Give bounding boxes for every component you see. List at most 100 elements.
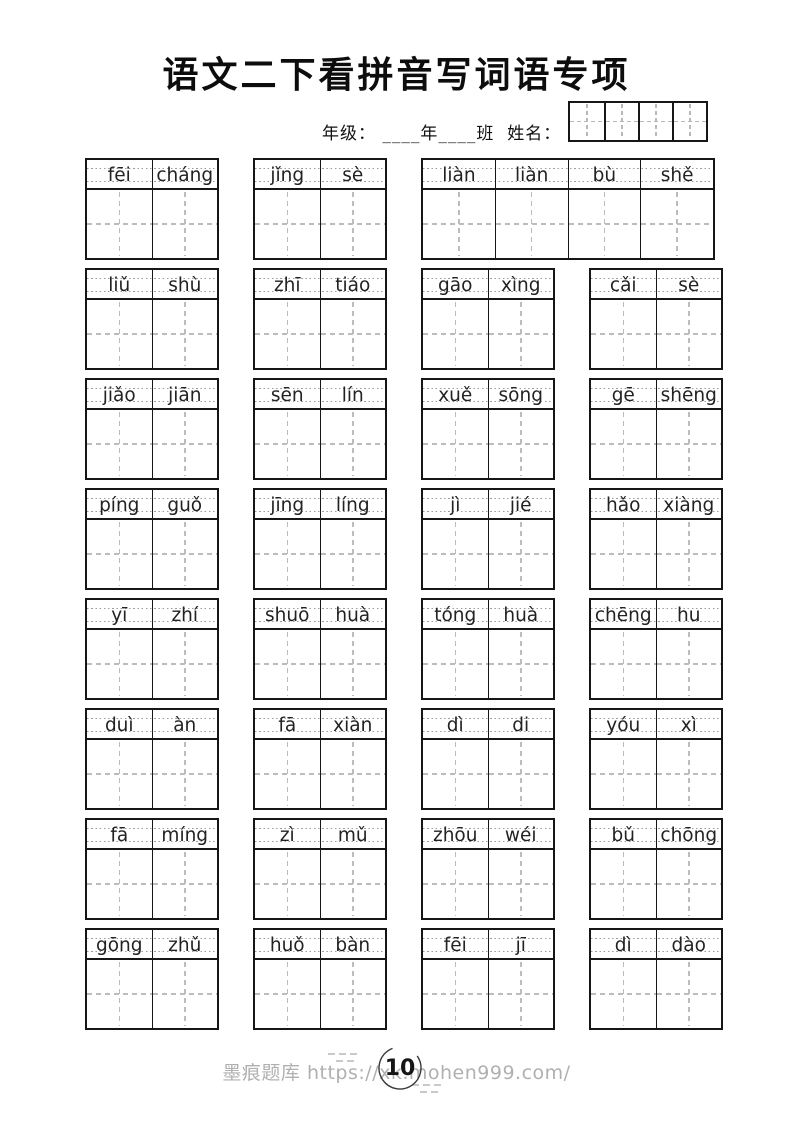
- character-grid-row: [423, 740, 553, 808]
- pinyin-syllable: sēn: [270, 384, 304, 406]
- pinyin-syllable: sè: [655, 270, 722, 298]
- pinyin-syllable: dì: [614, 934, 632, 956]
- pinyin-row: xuě sōng: [423, 380, 553, 410]
- pinyin-row: dì dào: [591, 930, 721, 960]
- word-block: hǎo xiàng: [589, 488, 723, 590]
- character-cell: [151, 300, 218, 368]
- pinyin-row: liàn liàn bù shě: [423, 160, 713, 190]
- character-cell: [591, 630, 656, 698]
- pinyin-syllable: lín: [319, 380, 386, 408]
- speed-lines-icon: [420, 1091, 442, 1093]
- character-grid-row: [423, 410, 553, 478]
- pinyin-syllable: jì: [450, 494, 461, 516]
- name-grid-cell: [672, 103, 706, 140]
- word-block: liǔ shù: [85, 268, 219, 370]
- name-grid-cell: [570, 103, 604, 140]
- character-grid-row: [87, 410, 217, 478]
- character-cell: [591, 960, 656, 1028]
- pinyin-syllable: chōng: [655, 820, 722, 848]
- page-number-badge: 10: [376, 1044, 424, 1092]
- character-cell: [255, 850, 320, 918]
- pinyin-syllable: míng: [151, 820, 218, 848]
- word-block: píng guǒ: [85, 488, 219, 590]
- word-row: fā míng zì mǔ zhōu wéi bǔ chōng: [85, 818, 725, 920]
- circle-icon: [378, 1046, 422, 1090]
- word-block: zhōu wéi: [421, 818, 555, 920]
- speed-lines-icon: [412, 1084, 442, 1086]
- pinyin-syllable: zhí: [151, 600, 218, 628]
- pinyin-syllable: dào: [655, 930, 722, 958]
- pinyin-syllable: àn: [151, 710, 218, 738]
- word-row: jiǎo jiān sēn lín xuě sōng gē shēng: [85, 378, 725, 480]
- pinyin-row: duì àn: [87, 710, 217, 740]
- character-grid-row: [255, 190, 385, 258]
- character-cell: [255, 190, 320, 258]
- page-number: 10: [384, 1055, 416, 1081]
- pinyin-syllable: bàn: [319, 930, 386, 958]
- pinyin-syllable: xuě: [438, 384, 473, 406]
- character-cell: [591, 410, 656, 478]
- word-block: gē shēng: [589, 378, 723, 480]
- character-grid-row: [255, 960, 385, 1028]
- character-cell: [151, 740, 218, 808]
- pinyin-syllable: fā: [278, 714, 297, 736]
- character-cell: [151, 410, 218, 478]
- pinyin-row: gōng zhǔ: [87, 930, 217, 960]
- pinyin-syllable: huà: [487, 600, 554, 628]
- pinyin-syllable: zì: [279, 824, 295, 846]
- character-cell: [319, 960, 386, 1028]
- character-cell: [255, 960, 320, 1028]
- character-cell: [87, 520, 152, 588]
- character-cell: [487, 410, 554, 478]
- word-block: jǐng sè: [253, 158, 387, 260]
- pinyin-syllable: gōng: [95, 934, 143, 956]
- character-cell: [655, 960, 722, 1028]
- character-cell: [487, 740, 554, 808]
- pinyin-syllable: liàn: [494, 160, 568, 188]
- character-cell: [87, 190, 152, 258]
- pinyin-syllable: hu: [655, 600, 722, 628]
- pinyin-syllable: xiàn: [319, 710, 386, 738]
- name-grid-cell: [638, 103, 672, 140]
- character-cell: [423, 410, 488, 478]
- pinyin-syllable: shēng: [655, 380, 722, 408]
- character-cell: [319, 520, 386, 588]
- pinyin-row: yóu xì: [591, 710, 721, 740]
- pinyin-syllable: jī: [487, 930, 554, 958]
- character-grid-row: [87, 630, 217, 698]
- pinyin-syllable: xìng: [487, 270, 554, 298]
- character-cell: [87, 960, 152, 1028]
- character-cell: [255, 630, 320, 698]
- pinyin-syllable: jiǎo: [102, 384, 136, 406]
- character-cell: [591, 740, 656, 808]
- word-block: duì àn: [85, 708, 219, 810]
- pinyin-syllable: tiáo: [319, 270, 386, 298]
- character-cell: [640, 190, 713, 258]
- pinyin-syllable: hǎo: [606, 494, 641, 516]
- word-block: gōng zhǔ: [85, 928, 219, 1030]
- character-grid-row: [591, 740, 721, 808]
- word-block: tóng huà: [421, 598, 555, 700]
- character-cell: [319, 740, 386, 808]
- word-block: jiǎo jiān: [85, 378, 219, 480]
- character-cell: [151, 520, 218, 588]
- name-grid-cell: [604, 103, 638, 140]
- pinyin-syllable: di: [487, 710, 554, 738]
- word-block: fā xiàn: [253, 708, 387, 810]
- word-row: fēi cháng jǐng sè liàn liàn bù shě: [85, 158, 725, 260]
- word-row: liǔ shù zhī tiáo gāo xìng cǎi sè: [85, 268, 725, 370]
- character-cell: [319, 300, 386, 368]
- word-block: chēng hu: [589, 598, 723, 700]
- character-grid-row: [255, 300, 385, 368]
- character-cell: [319, 410, 386, 478]
- pinyin-row: tóng huà: [423, 600, 553, 630]
- pinyin-row: zhōu wéi: [423, 820, 553, 850]
- character-cell: [319, 630, 386, 698]
- pinyin-syllable: sōng: [487, 380, 554, 408]
- pinyin-syllable: gē: [611, 384, 635, 406]
- pinyin-row: píng guǒ: [87, 490, 217, 520]
- character-grid-row: [87, 300, 217, 368]
- character-cell: [591, 850, 656, 918]
- character-grid-row: [87, 850, 217, 918]
